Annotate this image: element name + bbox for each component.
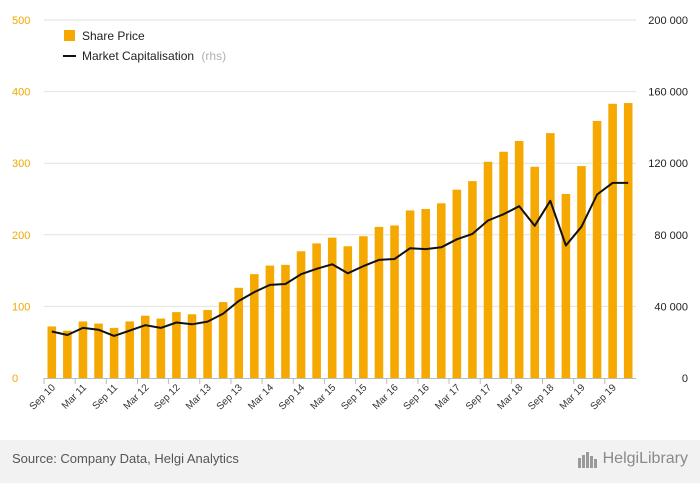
share-price-bar bbox=[327, 237, 337, 378]
x-tick-label: Sep 19 bbox=[589, 382, 619, 412]
share-price-bar bbox=[546, 133, 555, 378]
share-price-bar bbox=[140, 315, 150, 378]
share-price-bar bbox=[234, 287, 244, 378]
share-price-bar bbox=[452, 189, 462, 378]
market-cap-line-layer bbox=[51, 181, 629, 337]
share-price-bar bbox=[312, 243, 321, 378]
x-tick-label: Mar 11 bbox=[60, 382, 90, 412]
share-price-bar bbox=[125, 321, 134, 378]
x-tick-label: Sep 11 bbox=[91, 382, 121, 412]
x-tick-label: Sep 13 bbox=[215, 382, 245, 412]
share-price-bar bbox=[577, 166, 586, 378]
x-tick-label: Mar 15 bbox=[309, 382, 339, 412]
y-right-tick-label: 40 000 bbox=[654, 301, 688, 313]
brand-name: HelgiLibrary bbox=[602, 450, 688, 467]
y-right-tick-label: 160 000 bbox=[648, 87, 688, 99]
share-price-bar bbox=[359, 236, 368, 378]
share-price-bar bbox=[63, 330, 72, 378]
share-price-bar bbox=[281, 264, 290, 378]
share-price-bar bbox=[421, 209, 430, 378]
x-tick-label: Mar 16 bbox=[371, 382, 401, 412]
share-price-bar bbox=[514, 141, 524, 378]
share-price-bar bbox=[483, 161, 493, 378]
share-price-bar bbox=[374, 226, 384, 378]
y-left-tick-label: 200 bbox=[12, 230, 30, 242]
share-price-bar bbox=[608, 103, 617, 378]
x-tick-label: Sep 10 bbox=[28, 382, 58, 412]
y-right-tick-label: 200 000 bbox=[648, 15, 688, 27]
legend-label-share-price: Share Price bbox=[82, 29, 145, 43]
legend-label-rhs-note: (rhs) bbox=[201, 49, 226, 63]
combo-chart: 0 0 100 40 000 200 80 000 300 120 000 400 160 000… bbox=[12, 15, 688, 413]
legend: Share Price Market Capitalisation (rhs) bbox=[63, 29, 226, 63]
y-left-tick-label: 400 bbox=[12, 87, 30, 99]
share-price-bar bbox=[530, 166, 540, 378]
share-price-bar bbox=[436, 203, 446, 378]
share-price-bar bbox=[156, 318, 166, 378]
share-price-bars bbox=[47, 103, 633, 379]
share-price-bar bbox=[47, 326, 57, 378]
share-price-bar bbox=[405, 210, 415, 378]
y-right-tick-label: 0 bbox=[682, 373, 688, 385]
share-price-bar bbox=[592, 120, 602, 379]
y-left-tick-label: 0 bbox=[12, 373, 18, 385]
x-tick-label: Sep 18 bbox=[526, 382, 556, 412]
share-price-bar bbox=[250, 274, 259, 378]
share-price-bar bbox=[172, 312, 181, 378]
share-price-bar bbox=[343, 246, 353, 378]
y-right-tick-label: 80 000 bbox=[654, 230, 688, 242]
share-price-bar bbox=[78, 321, 88, 378]
share-price-bar bbox=[203, 309, 212, 378]
share-price-bar bbox=[623, 103, 633, 378]
share-price-bar bbox=[187, 314, 197, 378]
x-tick-label: Sep 14 bbox=[277, 382, 307, 412]
share-price-bar bbox=[109, 327, 119, 378]
y-left-tick-label: 300 bbox=[12, 158, 30, 170]
share-price-bar bbox=[499, 151, 508, 378]
y-left-tick-label: 100 bbox=[12, 301, 30, 313]
share-price-bar bbox=[218, 302, 228, 378]
x-tick-label: Sep 15 bbox=[339, 382, 369, 412]
helgi-library-logo-icon bbox=[577, 452, 597, 468]
share-price-bar bbox=[561, 193, 571, 378]
market-cap-line bbox=[51, 181, 629, 337]
share-price-bar bbox=[390, 225, 399, 378]
source-note: Source: Company Data, Helgi Analytics bbox=[12, 451, 239, 466]
brand-logo-group: HelgiLibrary bbox=[577, 449, 688, 469]
x-tick-label: Mar 13 bbox=[184, 382, 214, 412]
x-tick-label: Mar 12 bbox=[122, 382, 152, 412]
x-tick-label: Mar 19 bbox=[558, 382, 588, 412]
x-tick-label: Sep 16 bbox=[402, 382, 432, 412]
x-tick-label: Sep 17 bbox=[464, 382, 494, 412]
legend-swatch-share-price bbox=[64, 30, 75, 41]
x-tick-label: Mar 17 bbox=[433, 382, 463, 412]
x-tick-label: Mar 18 bbox=[495, 382, 525, 412]
x-tick-label: Mar 14 bbox=[246, 382, 276, 412]
svg-text:Market Capitalisation (r: Market Capitalisation (rhs) bbox=[82, 49, 226, 63]
legend-label-market-cap: Market Capitalisation bbox=[82, 49, 194, 63]
share-price-bar bbox=[94, 323, 103, 378]
share-price-bar bbox=[468, 181, 477, 378]
share-price-bar bbox=[296, 251, 306, 378]
footer-bar: Source: Company Data, Helgi Analytics He… bbox=[0, 440, 700, 483]
share-price-bar bbox=[265, 265, 275, 378]
x-tick-label: Sep 12 bbox=[152, 382, 182, 412]
y-left-tick-label: 500 bbox=[12, 15, 30, 27]
y-right-tick-label: 120 000 bbox=[648, 158, 688, 170]
